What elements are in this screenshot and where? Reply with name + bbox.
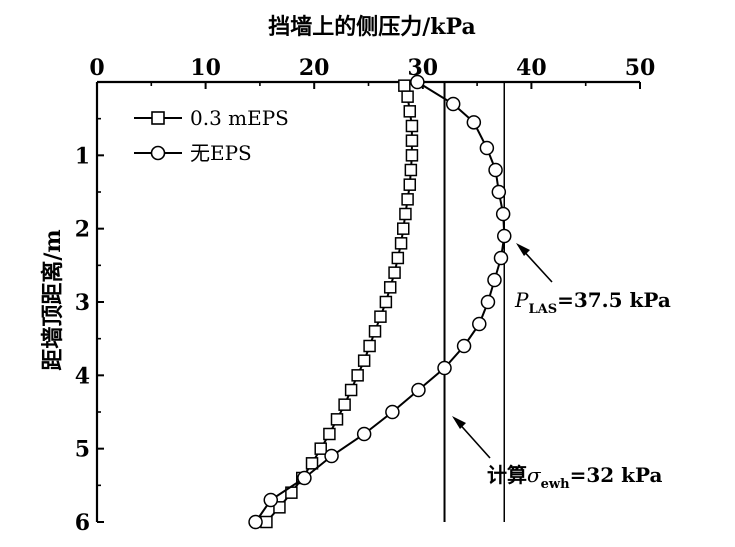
data-point-square — [273, 501, 286, 514]
sigma-value: =32 kPa — [570, 463, 663, 487]
y-tick-label: 4 — [75, 363, 90, 389]
data-point-square — [351, 369, 364, 382]
series-group — [248, 74, 512, 530]
p-las-label: PLAS=37.5 kPa — [514, 288, 671, 317]
sigma-prefix: 计算 — [487, 463, 527, 487]
p-las-arrowhead — [516, 243, 530, 256]
data-point-square — [383, 281, 397, 294]
x-ticks: 0 10 20 30 40 50 — [89, 55, 655, 89]
y-tick-label: 5 — [75, 437, 90, 463]
data-point-square — [397, 222, 410, 235]
data-point-square — [398, 79, 411, 92]
p-las-symbol: P — [514, 288, 529, 312]
data-point-circle — [297, 470, 312, 486]
x-tick-label: 50 — [625, 55, 656, 81]
y-ticks: 1 2 3 4 5 6 — [75, 117, 104, 536]
data-point-circle — [445, 96, 461, 112]
data-point-square — [314, 442, 327, 455]
data-point-square — [368, 325, 382, 338]
data-point-circle — [479, 140, 495, 156]
data-point-square — [403, 105, 417, 118]
p-las-subscript: LAS — [528, 302, 557, 317]
data-point-circle — [248, 514, 263, 530]
data-point-square — [330, 413, 344, 426]
data-point-circle — [487, 272, 502, 288]
data-point-square — [338, 398, 351, 411]
p-las-value: =37.5 kPa — [557, 288, 671, 312]
data-point-square — [374, 310, 387, 323]
legend-square-marker — [151, 111, 165, 125]
data-point-square — [323, 427, 336, 441]
data-point-square — [401, 193, 414, 206]
y-tick-label: 6 — [75, 510, 90, 536]
data-point-square — [305, 457, 319, 470]
y-tick-label: 1 — [75, 143, 90, 169]
y-axis-title: 距墙顶距离/m — [40, 229, 66, 370]
data-point-circle — [437, 360, 452, 376]
y-tick-label: 2 — [75, 217, 90, 243]
data-point-square — [379, 295, 393, 309]
data-point-circle — [263, 492, 279, 508]
sigma-label: 计算σewh=32 kPa — [487, 463, 662, 492]
legend-circle-marker — [150, 145, 166, 161]
data-point-circle — [411, 382, 426, 398]
data-point-circle — [456, 338, 472, 354]
data-point-square — [404, 163, 418, 177]
data-point-square — [405, 134, 419, 147]
sigma-arrowhead — [452, 416, 466, 429]
data-point-circle — [493, 250, 509, 266]
data-point-circle — [488, 162, 503, 178]
x-tick-label: 20 — [299, 55, 330, 81]
data-point-circle — [324, 448, 339, 464]
data-point-circle — [497, 228, 512, 244]
data-point-square — [394, 237, 408, 250]
data-point-circle — [472, 316, 487, 332]
data-point-square — [391, 251, 405, 265]
data-point-circle — [480, 294, 496, 310]
data-point-square — [363, 339, 376, 353]
data-point-circle — [491, 184, 507, 200]
sigma-subscript: ewh — [541, 477, 570, 492]
data-point-square — [405, 119, 419, 133]
data-point-square — [399, 207, 412, 221]
data-point-circle — [495, 206, 511, 222]
y-tick-label: 3 — [75, 290, 90, 316]
data-point-circle — [410, 74, 425, 90]
data-point-square — [388, 266, 401, 279]
data-point-circle — [466, 115, 482, 130]
sigma-symbol: σ — [527, 463, 542, 487]
x-axis-title: 挡墙上的侧压力/kPa — [268, 14, 476, 40]
data-point-square — [403, 178, 417, 191]
legend-label-eps: 0.3 mEPS — [190, 106, 289, 130]
legend: 0.3 mEPS 无EPS — [134, 106, 289, 165]
x-tick-label: 40 — [516, 55, 547, 81]
x-tick-label: 10 — [190, 55, 221, 81]
data-point-circle — [385, 404, 400, 420]
data-point-square — [405, 149, 419, 162]
data-point-square — [401, 90, 414, 103]
data-point-square — [344, 383, 358, 397]
x-tick-label: 0 — [89, 55, 104, 81]
legend-label-no-eps: 无EPS — [190, 141, 252, 165]
annotations: PLAS=37.5 kPa 计算σewh=32 kPa — [452, 243, 671, 492]
reference-lines — [443, 82, 505, 522]
data-point-circle — [356, 426, 372, 442]
data-point-square — [357, 354, 371, 367]
